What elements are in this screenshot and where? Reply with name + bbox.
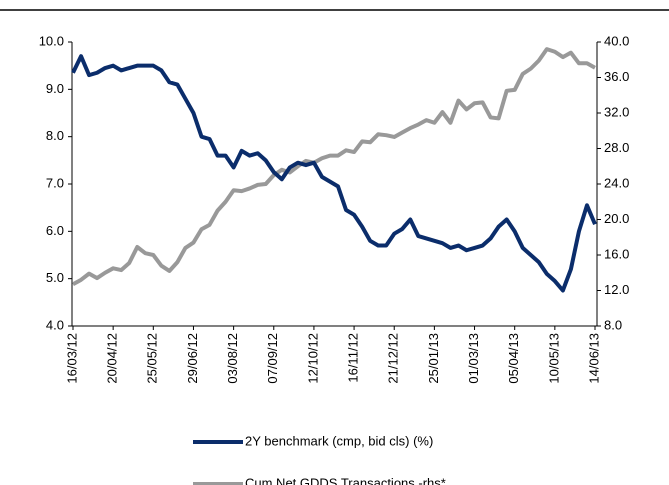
x-tick-label: 25/05/12	[145, 333, 160, 384]
y2-tick-label: 16.0	[604, 246, 629, 261]
y-tick-label: 4.0	[46, 317, 64, 332]
y2-tick-label: 40.0	[604, 33, 629, 48]
x-tick-label: 03/08/12	[225, 333, 240, 384]
x-tick-label: 29/06/12	[185, 333, 200, 384]
y-tick-label: 7.0	[46, 175, 64, 190]
x-tick-label: 01/03/13	[466, 333, 481, 384]
x-tick-label: 20/04/12	[105, 333, 120, 384]
y-tick-label: 5.0	[46, 270, 64, 285]
y-tick-label: 6.0	[46, 223, 64, 238]
x-tick-label: 14/06/13	[586, 333, 601, 384]
y-tick-label: 9.0	[46, 81, 64, 96]
x-tick-label: 07/09/12	[265, 333, 280, 384]
x-tick-label: 05/04/13	[506, 333, 521, 384]
y-tick-label: 10.0	[39, 33, 64, 48]
y-tick-label: 8.0	[46, 128, 64, 143]
y2-tick-label: 32.0	[604, 104, 629, 119]
y2-tick-label: 28.0	[604, 140, 629, 155]
x-tick-label: 25/01/13	[426, 333, 441, 384]
y2-tick-label: 24.0	[604, 175, 629, 190]
x-tick-label: 16/11/12	[346, 333, 361, 383]
x-tick-label: 21/12/12	[386, 333, 401, 384]
y2-tick-label: 36.0	[604, 69, 629, 84]
x-tick-label: 12/10/12	[305, 333, 320, 384]
series-line	[71, 54, 597, 293]
x-tick-label: 16/03/12	[64, 333, 79, 384]
y2-tick-label: 8.0	[604, 317, 622, 332]
y2-tick-label: 20.0	[604, 211, 629, 226]
y2-tick-label: 12.0	[604, 282, 629, 297]
legend-label: Cum Net GDDS Transactions -rhs*	[245, 475, 446, 485]
series-line	[72, 47, 596, 287]
legend-label: 2Y benchmark (cmp, bid cls) (%)	[245, 433, 433, 448]
x-tick-label: 10/05/13	[546, 333, 561, 384]
